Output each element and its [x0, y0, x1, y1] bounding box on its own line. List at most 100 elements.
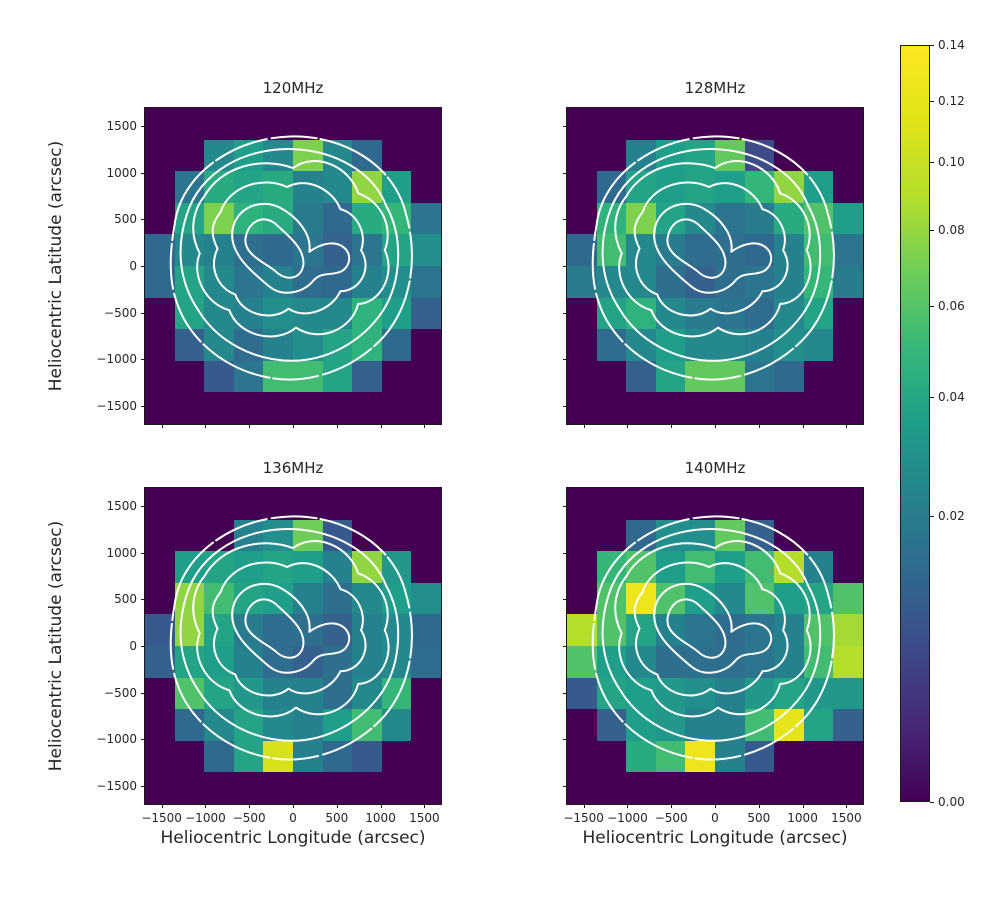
heatmap-cell	[145, 519, 175, 552]
heatmap-cell	[145, 171, 175, 203]
heatmap-cell	[774, 614, 804, 646]
heatmap-cell	[204, 202, 234, 235]
heatmap-cell	[596, 740, 627, 773]
heatmap-cell	[596, 488, 627, 520]
y-tick-label: 0	[129, 639, 137, 653]
heatmap-cell	[263, 202, 293, 235]
colorbar-tick-label: 0.02	[938, 508, 965, 523]
heatmap-cell	[145, 677, 175, 710]
contour-line	[615, 541, 810, 716]
heatmap-cell	[833, 709, 863, 741]
heatmap-cell	[567, 202, 597, 235]
heatmap-cell	[744, 646, 775, 678]
contour-line	[193, 541, 388, 716]
heatmap-cell	[174, 709, 205, 741]
heatmap-cell	[567, 677, 597, 710]
heatmap-cell	[833, 646, 863, 678]
panel-title-120mhz: 120MHz	[262, 79, 324, 97]
heatmap-cell	[381, 360, 412, 393]
heatmap-cell	[145, 266, 175, 298]
contour-line	[654, 584, 771, 673]
y-tick-label: 1500	[106, 118, 137, 133]
heatmap-cell	[655, 360, 686, 393]
heatmap-cell	[744, 266, 775, 298]
y-tick-mark	[141, 172, 145, 174]
y-tick-mark	[141, 552, 145, 554]
y-tick-mark	[141, 505, 145, 507]
heatmap-cell	[352, 360, 382, 393]
x-tick-label: −1000	[607, 811, 648, 825]
heatmap-cell	[596, 709, 627, 741]
heatmap-cell	[352, 108, 382, 140]
heatmap-cell	[145, 709, 175, 741]
contour-line	[213, 182, 366, 315]
heatmap-cell	[204, 392, 234, 424]
heatmap-cell	[626, 740, 656, 773]
heatmap-cell	[567, 551, 597, 583]
heatmap-cell	[322, 646, 353, 678]
heatmap-cell	[803, 108, 834, 140]
heatmap-cell	[567, 266, 597, 298]
y-tick-mark	[141, 219, 145, 221]
panel-128mhz: 128MHz	[563, 79, 864, 428]
panel-120mhz: 120MHz Heliocentric Latitude (arcsec) 15…	[46, 79, 442, 428]
heatmap-cell	[174, 488, 205, 520]
colorbar-tick-mark	[930, 397, 934, 399]
heatmap-cell	[233, 171, 264, 203]
heatmap-cell	[174, 329, 205, 361]
y-tick-mark	[141, 599, 145, 601]
heatmap-cell	[596, 329, 627, 361]
y-tick-label: −1500	[96, 399, 137, 414]
heatmap-cell	[411, 488, 441, 520]
heatmap-cell	[567, 392, 597, 424]
contour-line	[667, 219, 725, 277]
y-tick-mark	[141, 266, 145, 267]
x-tick-mark	[424, 804, 426, 808]
heatmap-cell	[381, 519, 412, 552]
contour-line	[232, 584, 349, 673]
x-tick-mark	[758, 804, 760, 808]
y-tick-label: 1000	[106, 165, 137, 180]
heatmap-cell	[774, 360, 804, 393]
heatmap-cell	[626, 488, 656, 520]
y-tick-mark	[563, 406, 567, 408]
heatmap-cell	[204, 582, 234, 615]
heatmap-cell	[411, 202, 441, 235]
heatmap-cell	[744, 740, 775, 773]
y-tick-mark	[563, 692, 567, 694]
x-tick-mark	[802, 424, 804, 428]
heatmap-cell	[715, 202, 745, 235]
heatmap-cell	[567, 709, 597, 741]
y-tick-label: 0	[129, 259, 137, 273]
heatmap-cell	[263, 772, 293, 804]
heatmap-cell	[145, 614, 175, 646]
heatmap-cell	[774, 646, 804, 678]
contour-line	[593, 136, 834, 379]
x-tick-label: −500	[654, 811, 688, 825]
heatmap-cell	[596, 392, 627, 424]
x-tick-mark	[205, 804, 207, 808]
heatmap-cell	[744, 488, 775, 520]
y-tick-mark	[563, 739, 567, 741]
x-tick-mark	[249, 804, 251, 808]
heatmap-cell	[833, 266, 863, 298]
heatmap-cell	[145, 646, 175, 678]
heatmap-cell	[596, 139, 627, 172]
x-tick-mark	[424, 424, 426, 428]
colorbar-tick-label: 0.12	[938, 94, 965, 109]
heatmap-cell	[774, 202, 804, 235]
heatmap-cell	[626, 360, 656, 393]
heatmap-cell	[263, 614, 293, 646]
heatmap-cell	[567, 772, 597, 804]
heatmap-cell	[174, 360, 205, 393]
x-tick-label: 1500	[409, 811, 440, 825]
panel-140mhz: 140MHz Heliocentric Longitude (arcsec) −…	[563, 459, 864, 848]
heatmap-cell	[174, 392, 205, 424]
heatmap-cell	[715, 488, 745, 520]
heatmap-cell	[145, 139, 175, 172]
heatmap-cell	[263, 329, 293, 361]
y-tick-label: 1000	[106, 545, 137, 560]
y-tick-label: −1500	[96, 779, 137, 794]
heatmap-cell	[655, 108, 686, 140]
heatmap-cell	[833, 234, 863, 266]
